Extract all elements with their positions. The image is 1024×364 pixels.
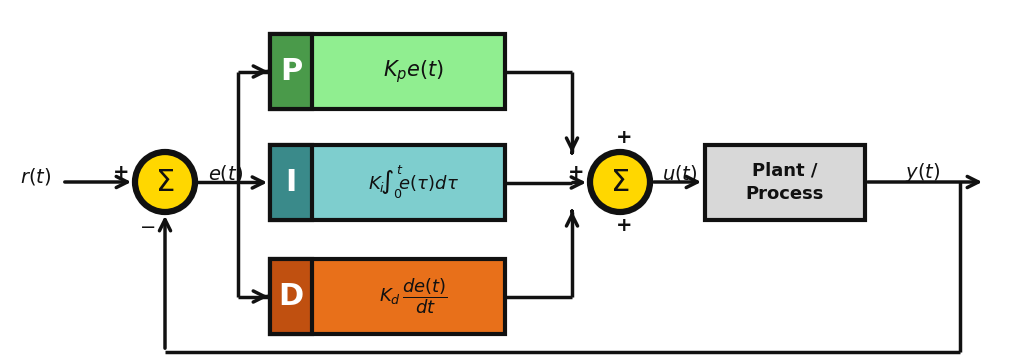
Text: $-$: $-$ [139, 216, 156, 235]
Text: $\Sigma$: $\Sigma$ [610, 167, 630, 197]
Text: +: + [113, 162, 129, 182]
Text: P: P [280, 57, 302, 86]
Bar [270, 145, 312, 220]
Text: $r(t)$: $r(t)$ [20, 166, 51, 186]
Text: $K_p e(t)$: $K_p e(t)$ [383, 58, 444, 85]
Bar [270, 34, 505, 109]
Text: +: + [615, 128, 632, 147]
Bar [270, 145, 505, 220]
Bar [270, 259, 505, 334]
Circle shape [135, 152, 195, 212]
Text: $K_i\!\int_0^t\! e(\tau)d\tau$: $K_i\!\int_0^t\! e(\tau)d\tau$ [368, 164, 459, 201]
Text: $\Sigma$: $\Sigma$ [156, 167, 175, 197]
Text: $y(t)$: $y(t)$ [905, 162, 940, 185]
Text: +: + [615, 216, 632, 235]
Bar [705, 145, 865, 220]
Bar [270, 34, 312, 109]
Text: D: D [279, 282, 304, 311]
Bar [270, 259, 312, 334]
Circle shape [590, 152, 650, 212]
Text: $e(t)$: $e(t)$ [208, 162, 244, 183]
Text: Plant /
Process: Plant / Process [745, 162, 824, 203]
Text: +: + [567, 162, 584, 182]
Text: $u(t)$: $u(t)$ [662, 162, 697, 183]
Text: I: I [286, 168, 297, 197]
Text: $K_d\,\dfrac{de(t)}{dt}$: $K_d\,\dfrac{de(t)}{dt}$ [379, 277, 447, 316]
